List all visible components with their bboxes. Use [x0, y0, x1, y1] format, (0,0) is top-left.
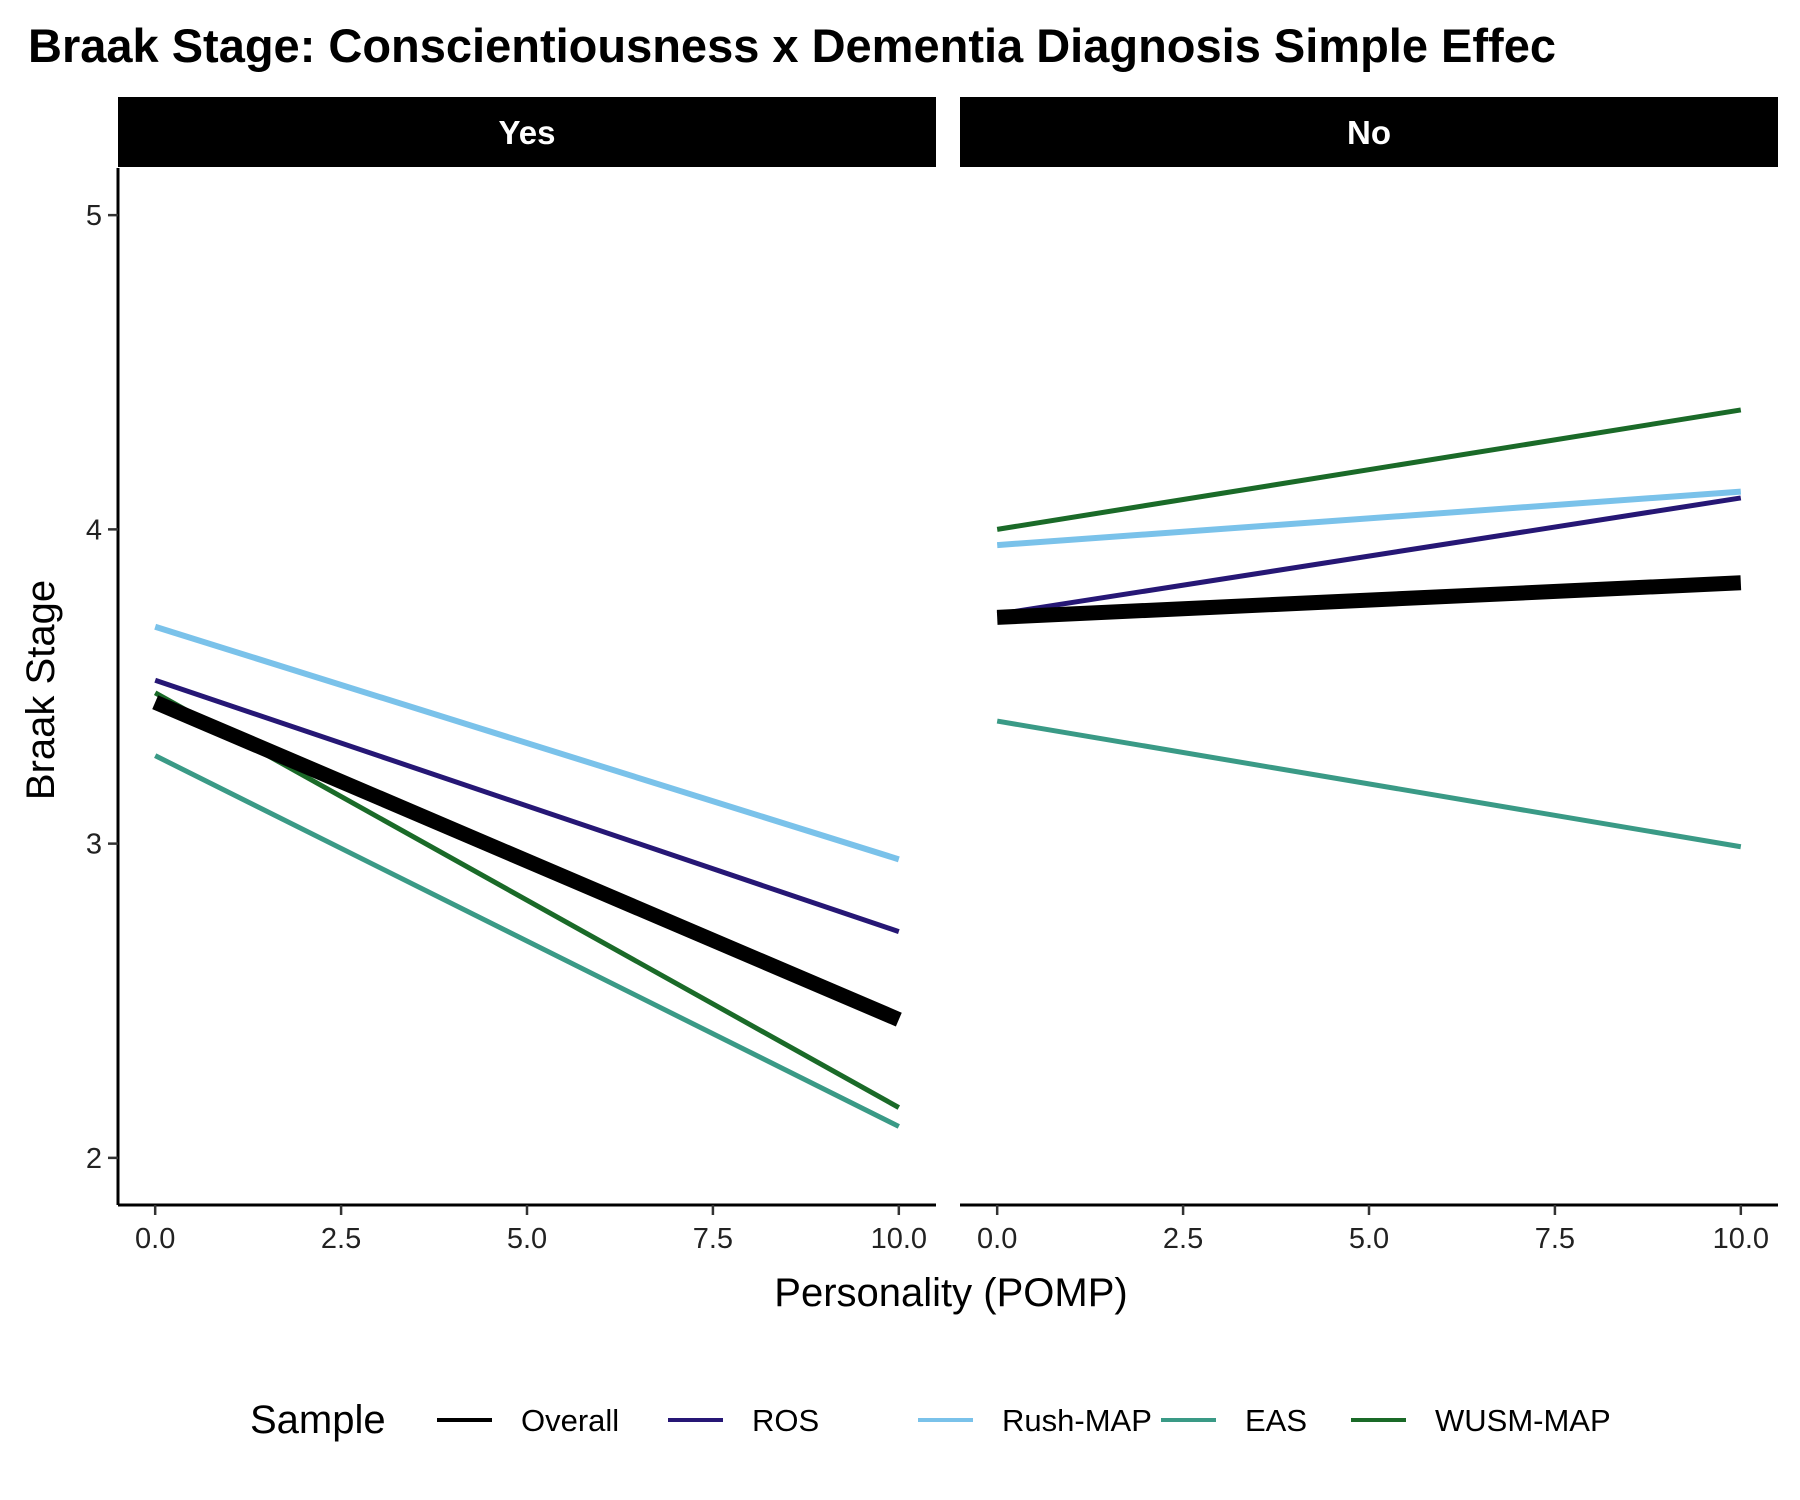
- legend-label: EAS: [1245, 1403, 1307, 1438]
- series-line-wusm-map: [996, 407, 1742, 532]
- legend-label: Overall: [521, 1403, 619, 1438]
- legend-label: Rush-MAP: [1002, 1403, 1152, 1438]
- x-tick-label: 7.5: [693, 1223, 733, 1255]
- y-tick-label: 5: [86, 200, 102, 232]
- chart-title: Braak Stage: Conscientiousness x Dementi…: [28, 19, 1556, 72]
- y-tick-label: 3: [86, 829, 102, 861]
- legend-title: Sample: [250, 1398, 386, 1442]
- legend-label: ROS: [752, 1403, 819, 1438]
- series-line-eas: [154, 753, 900, 1129]
- x-tick-label: 10.0: [871, 1223, 927, 1255]
- facet-panel-yes: Yes 0.0 2.5 5.0 7.5 10.0 2 3 4 5: [86, 97, 936, 1255]
- x-tick-label: 5.0: [507, 1223, 547, 1255]
- facet-strip: [118, 97, 936, 167]
- facet-strip: [960, 97, 1778, 167]
- x-tick-label: 2.5: [321, 1223, 361, 1255]
- x-tick-label: 0.0: [977, 1223, 1017, 1255]
- y-axis-title: Braak Stage: [19, 580, 63, 800]
- series-line-ros: [154, 677, 900, 934]
- y-tick-label: 2: [86, 1143, 102, 1175]
- legend: Sample Overall ROS Rush-MAP EAS WUSM-MAP: [250, 1398, 1611, 1442]
- series-line-ros: [996, 495, 1742, 617]
- x-tick-label: 2.5: [1163, 1223, 1203, 1255]
- x-tick-label: 0.0: [135, 1223, 175, 1255]
- legend-label: WUSM-MAP: [1435, 1403, 1611, 1438]
- series-line-eas: [996, 718, 1742, 850]
- x-axis-title: Personality (POMP): [774, 1271, 1127, 1315]
- x-tick-label: 10.0: [1713, 1223, 1769, 1255]
- x-tick-label: 5.0: [1349, 1223, 1389, 1255]
- series-line-rush-map: [154, 623, 900, 863]
- facet-strip-label: Yes: [499, 114, 556, 151]
- series-line-rush-map: [996, 488, 1742, 549]
- series-line-overall: [152, 695, 902, 1027]
- x-tick-label: 7.5: [1535, 1223, 1575, 1255]
- series-line-overall: [996, 575, 1742, 625]
- facet-strip-label: No: [1347, 114, 1391, 151]
- facet-panel-no: No 0.0 2.5 5.0 7.5 10.0: [960, 97, 1778, 1255]
- facet-panels: Yes 0.0 2.5 5.0 7.5 10.0 2 3 4 5 No 0.0 2.5 5.0 7.5 10.…: [86, 97, 1778, 1255]
- y-tick-label: 4: [86, 514, 102, 546]
